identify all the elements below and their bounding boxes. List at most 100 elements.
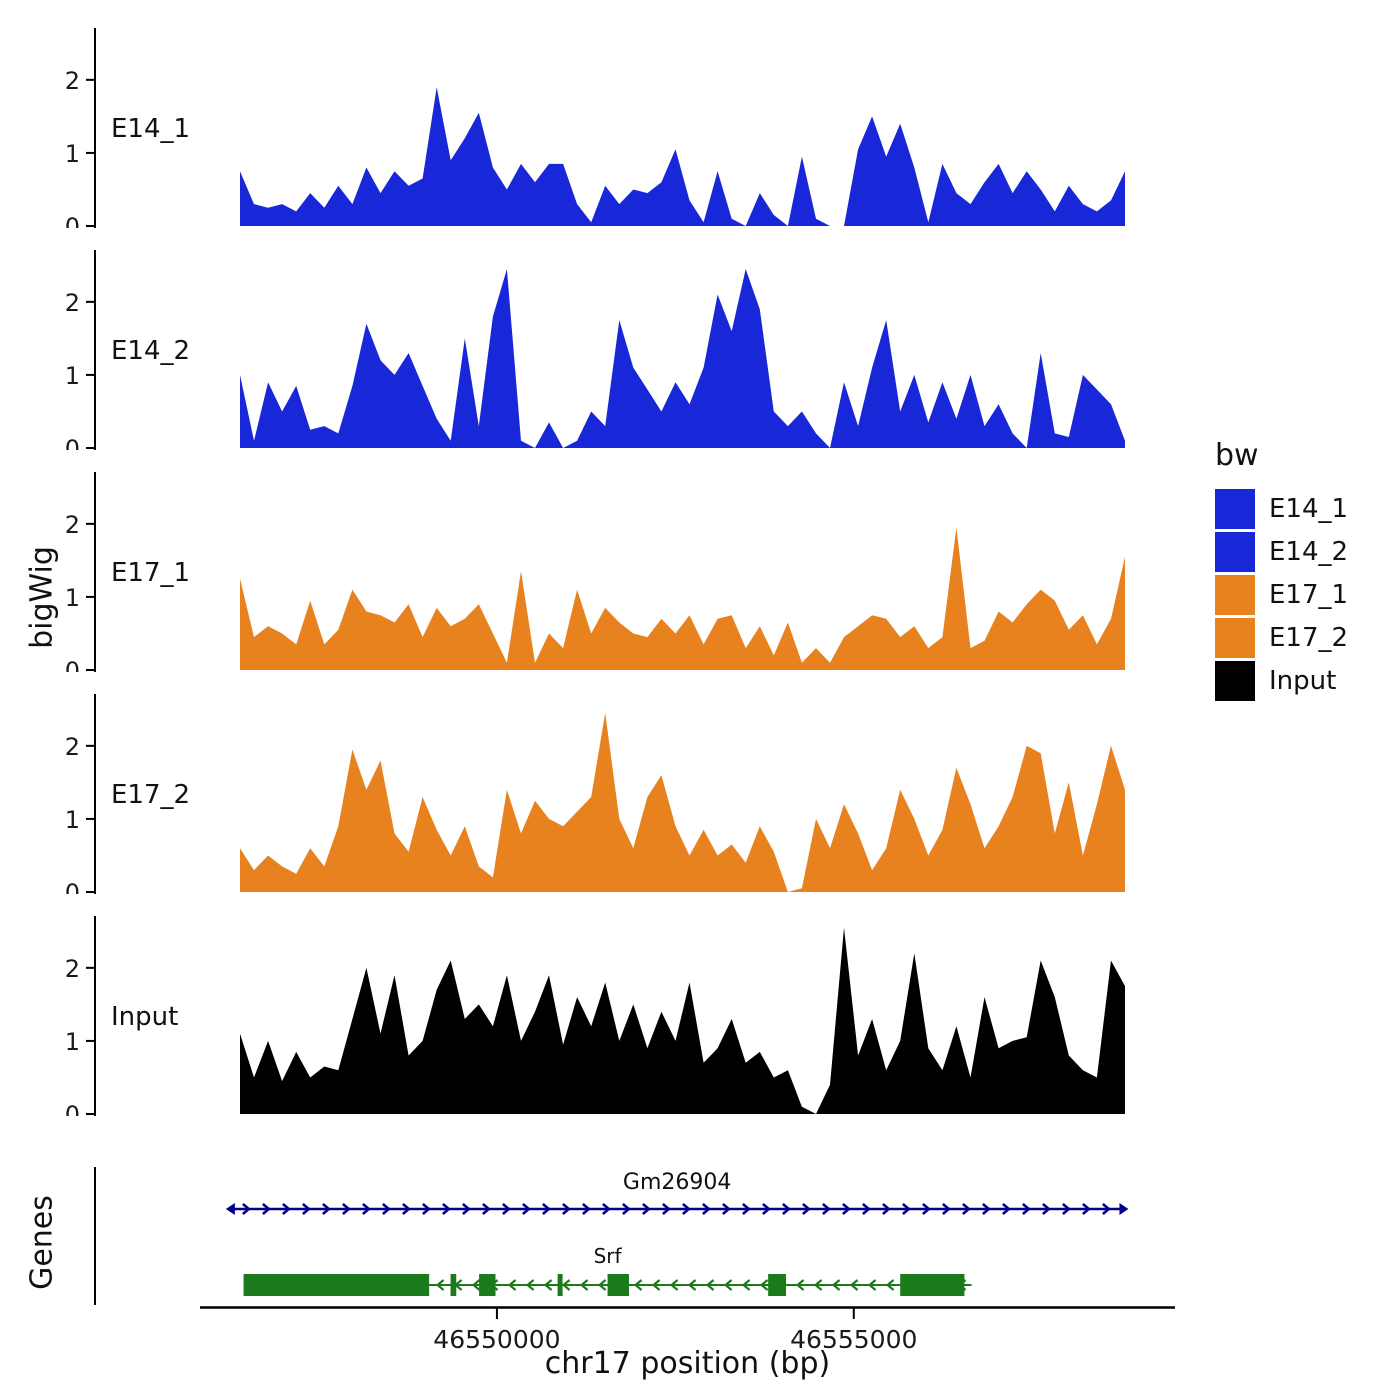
coverage-area-E17_2 [240,713,1125,892]
strand-arrow-right-icon [462,1203,471,1215]
strand-arrow-right-icon [922,1203,931,1215]
strand-arrow-left-icon [471,1279,481,1291]
strand-arrow-left-icon [633,1279,643,1291]
track-panel-E14_2: 0 1 2 E14_2 [35,250,1175,463]
strand-arrow-left-icon [849,1279,859,1291]
strand-arrow-right-icon [1042,1203,1051,1215]
coverage-area-E14_1 [240,87,1125,226]
strand-arrow-right-icon [982,1203,991,1215]
exon-rect-Srf [768,1274,786,1296]
y-tick-label: 1 [65,584,80,612]
strand-arrow-right-icon [942,1203,951,1215]
y-tick-label: 0 [65,435,80,450]
strand-arrow-right-icon [822,1203,831,1215]
strand-arrow-right-icon [482,1203,491,1215]
strand-arrow-right-icon [582,1203,591,1215]
legend-label-E17_2: E17_2 [1269,623,1349,653]
y-tick-label: 2 [65,289,80,317]
strand-arrow-right-icon [722,1203,731,1215]
legend-entry-E14_2: E14_2 [1215,532,1348,572]
strand-arrow-right-icon [502,1203,511,1215]
strand-arrow-right-icon [402,1203,411,1215]
legend-entry-E17_2: E17_2 [1215,618,1348,658]
strand-arrow-right-icon [642,1203,651,1215]
strand-arrow-left-icon [813,1279,823,1291]
strand-arrow-left-icon [561,1279,571,1291]
strand-arrow-right-icon [302,1203,311,1215]
strand-arrow-left-icon [723,1279,733,1291]
strand-arrow-right-icon [262,1203,271,1215]
strand-arrow-left-icon [507,1279,517,1291]
strand-arrow-left-icon [525,1279,535,1291]
strand-arrow-right-icon [962,1203,971,1215]
track-svg-E14_2: 0 1 2 E14_2 [65,250,1125,463]
y-tick-label: 1 [65,140,80,168]
strand-arrow-right-icon [342,1203,351,1215]
strand-arrow-right-icon [782,1203,791,1215]
legend-label-E17_1: E17_1 [1269,580,1349,610]
strand-arrow-right-icon [322,1203,331,1215]
track-panel-E17_1: 0 1 2 E17_1 [35,472,1175,685]
coverage-area-Input [240,927,1125,1114]
strand-arrow-left-icon [759,1279,769,1291]
x-tick-label: 46555000 [790,1325,917,1354]
legend-title: bw [1215,438,1259,473]
y-tick-label: 0 [65,657,80,672]
strand-arrow-right-icon [882,1203,891,1215]
strand-arrow-left-icon [597,1279,607,1291]
strand-arrow-right-icon [382,1203,391,1215]
legend-entries: E14_1 E14_2 E17_1 E17_2 Input [1215,489,1348,701]
y-tick-label: 1 [65,806,80,834]
coverage-area-E14_2 [240,269,1125,448]
track-panel-E14_1: 0 1 2 E14_1 [35,28,1175,241]
strand-arrow-left-icon [795,1279,805,1291]
strand-arrow-right-icon [242,1203,251,1215]
track-label-E14_1: E14_1 [111,114,190,144]
strand-arrow-right-icon [862,1203,871,1215]
strand-arrow-right-icon [762,1203,771,1215]
legend-swatch-E17_2 [1215,618,1255,658]
track-svg-E14_1: 0 1 2 E14_1 [65,28,1125,241]
x-tick-label: 46550000 [433,1325,560,1354]
strand-arrow-left-icon [543,1279,553,1291]
track-label-E14_2: E14_2 [111,336,190,366]
strand-arrow-right-icon [362,1203,371,1215]
strand-arrow-left-icon [867,1279,877,1291]
y-tick-label: 2 [65,511,80,539]
legend-label-E14_1: E14_1 [1269,494,1349,524]
y-tick-label: 0 [65,879,80,894]
y-tick-label: 2 [65,955,80,983]
y-tick-label: 1 [65,1028,80,1056]
strand-arrow-right-icon [682,1203,691,1215]
legend-entry-E17_1: E17_1 [1215,575,1348,615]
strand-arrow-right-icon [542,1203,551,1215]
strand-arrow-right-icon [1102,1203,1111,1215]
strand-arrow-right-icon [622,1203,631,1215]
genes-svg: Gm26904 Srf [94,1167,1129,1305]
track-svg-Input: 0 1 2 Input [65,916,1125,1129]
strand-arrow-right-icon [1002,1203,1011,1215]
track-label-E17_2: E17_2 [111,780,190,810]
legend-label-Input: Input [1269,666,1337,696]
legend-label-E14_2: E14_2 [1269,537,1349,567]
legend-swatch-E17_1 [1215,575,1255,615]
legend-swatch-E14_1 [1215,489,1255,529]
y-tick-label: 0 [65,1101,80,1116]
gene-end-arrow-icon [1119,1203,1129,1215]
strand-arrow-right-icon [742,1203,751,1215]
strand-arrow-right-icon [1082,1203,1091,1215]
strand-arrow-left-icon [435,1279,445,1291]
track-label-Input: Input [111,1002,178,1032]
strand-arrow-left-icon [687,1279,697,1291]
gene-name-Srf: Srf [594,1244,623,1268]
track-svg-E17_2: 0 1 2 E17_2 [65,694,1125,907]
legend: bw E14_1 E14_2 E17_1 E17_2 Input [1215,438,1348,704]
exon-rect-Srf [557,1274,563,1296]
strand-arrow-right-icon [902,1203,911,1215]
strand-arrow-right-icon [282,1203,291,1215]
strand-arrow-left-icon [705,1279,715,1291]
gene-start-marker-icon [225,1203,235,1215]
strand-arrow-right-icon [422,1203,431,1215]
exon-rect-Srf [607,1274,629,1296]
